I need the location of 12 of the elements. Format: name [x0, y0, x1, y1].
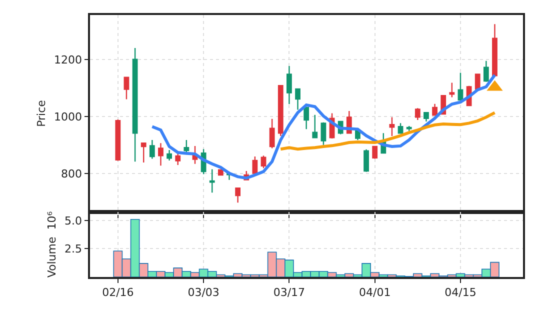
x-tick-label: 03/17 [273, 286, 306, 299]
x-tick-label: 02/16 [102, 286, 134, 299]
y-tick-label: 5.0 [64, 214, 82, 228]
y-tick-label: 800 [61, 167, 82, 180]
y-axis-title: Volume 10⁶ [46, 210, 59, 278]
y-tick-label: 1200 [54, 54, 82, 67]
x-tick-label: 04/15 [444, 286, 476, 299]
y-axis-title: Price [35, 100, 48, 127]
y-tick-label: 1000 [54, 110, 82, 124]
x-tick-label: 03/03 [188, 286, 220, 299]
y-tick-label: 2.5 [64, 242, 82, 256]
x-tick-label: 04/01 [358, 286, 391, 299]
